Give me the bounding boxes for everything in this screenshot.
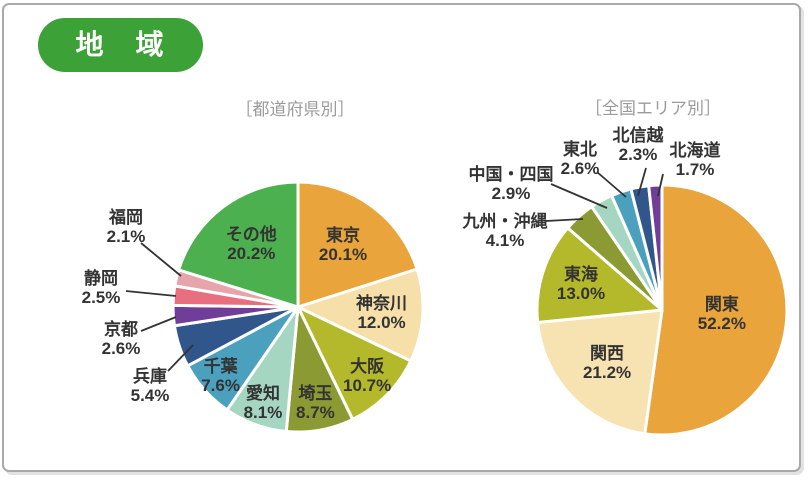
prefecture-chart-title: ［都道府県別］	[235, 100, 355, 119]
leader-line	[596, 171, 627, 198]
region-badge: 地 域	[38, 18, 203, 72]
leader-line	[125, 290, 177, 297]
leader-line	[637, 167, 647, 197]
pie-slice	[643, 183, 789, 437]
leader-line	[545, 218, 584, 222]
leader-line	[167, 344, 194, 372]
pie-slice	[535, 226, 664, 325]
leader-line	[550, 183, 608, 209]
pie-slice	[647, 183, 664, 312]
leader-line	[140, 316, 177, 332]
pie-slice	[296, 305, 413, 421]
pie-slice	[177, 180, 300, 309]
pie-slice	[536, 308, 664, 436]
leader-line	[140, 242, 182, 277]
leader-line	[657, 173, 664, 197]
pie-slice	[296, 267, 425, 363]
area-chart-title: ［全国エリア別］	[585, 99, 721, 118]
pie-slice	[296, 180, 419, 309]
